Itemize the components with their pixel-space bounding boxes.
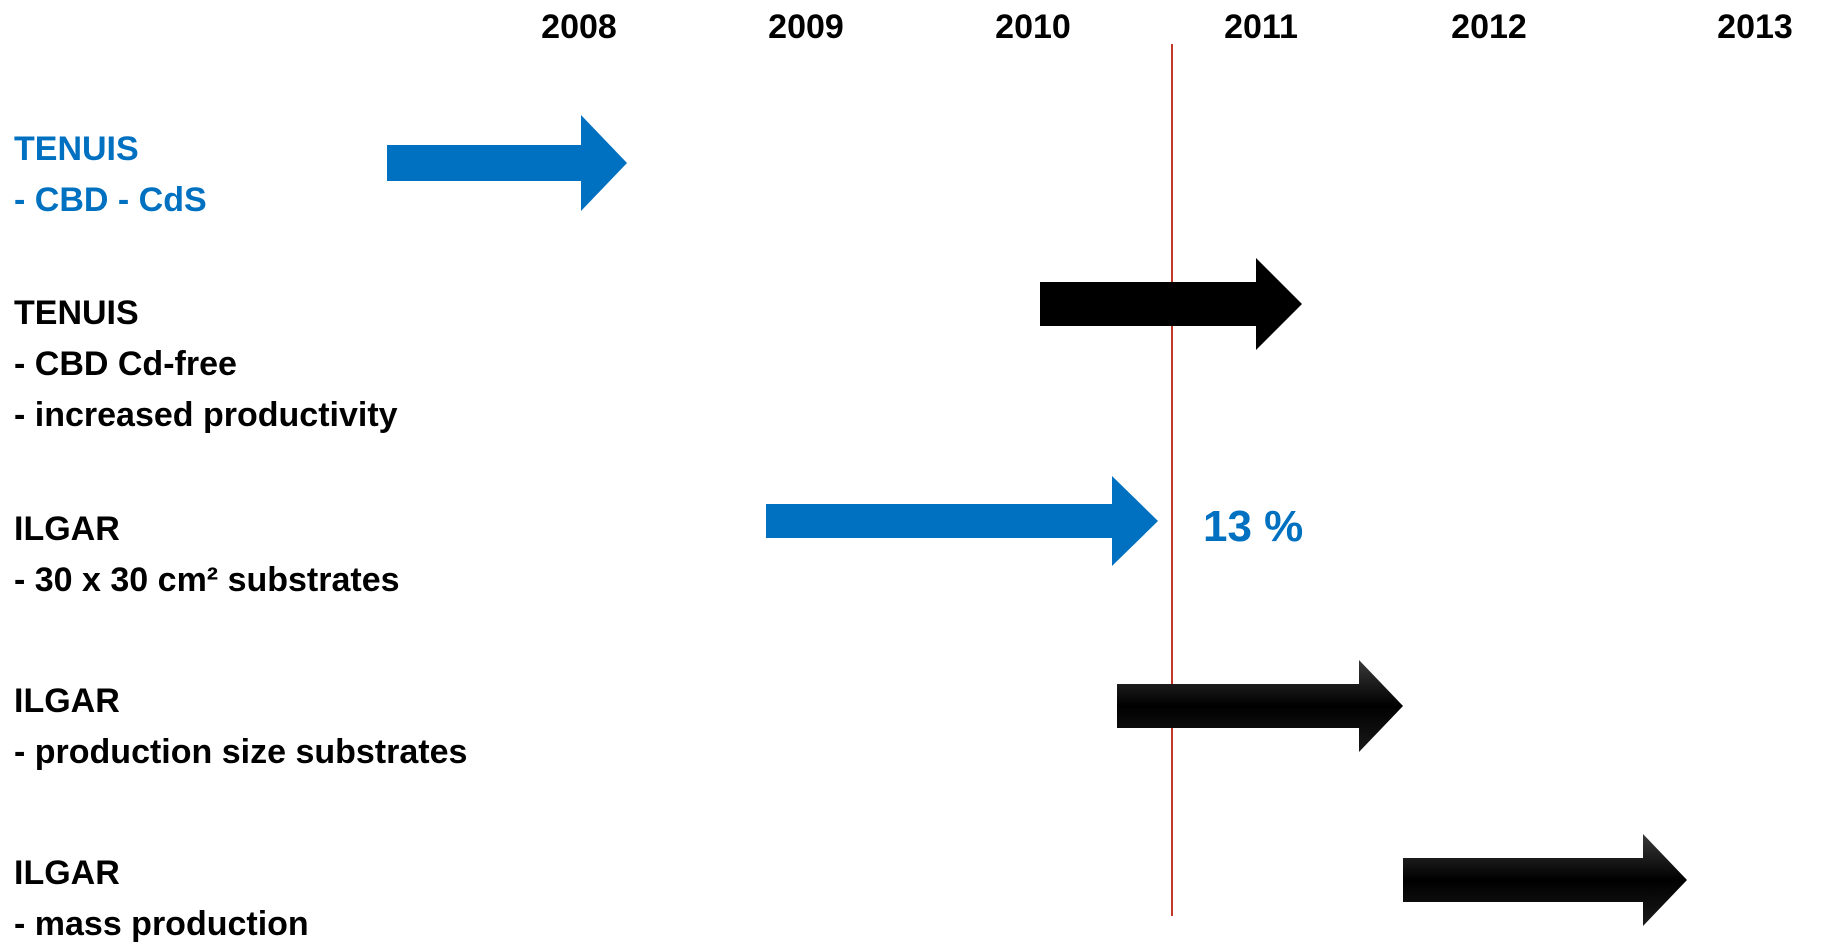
row-item: - production size substrates: [14, 733, 468, 771]
efficiency-note: 13 %: [1203, 502, 1304, 551]
row-title: TENUIS: [14, 130, 139, 168]
row-label-ilgar-production-size: ILGAR - production size substrates: [14, 676, 467, 778]
timeline-arrow-tenuis-cbd-cds: [387, 115, 627, 211]
row-item: - increased productivity: [14, 396, 398, 434]
timeline-arrow-tenuis-cd-free: [1040, 258, 1302, 350]
row-label-ilgar-30x30: ILGAR - 30 x 30 cm² substrates: [14, 504, 400, 606]
row-title: ILGAR: [14, 510, 120, 548]
year-label-2012: 2012: [1451, 8, 1527, 46]
year-label-2011: 2011: [1224, 8, 1298, 46]
row-item: - CBD - CdS: [14, 181, 207, 219]
timeline-arrow-ilgar-30x30: [766, 476, 1158, 566]
timeline-arrow-ilgar-mass-production: [1403, 834, 1687, 926]
row-item: - mass production: [14, 905, 309, 943]
year-label-2013: 2013: [1717, 8, 1793, 46]
row-title: TENUIS: [14, 294, 139, 332]
row-label-ilgar-mass-production: ILGAR - mass production: [14, 848, 309, 950]
row-title: ILGAR: [14, 854, 120, 892]
year-label-2008: 2008: [541, 8, 617, 46]
year-label-2009: 2009: [768, 8, 844, 46]
year-label-2010: 2010: [995, 8, 1071, 46]
current-date-marker-line: [1171, 44, 1173, 916]
row-label-tenuis-cbd-cds: TENUIS - CBD - CdS: [14, 124, 207, 226]
row-item: - CBD Cd-free: [14, 345, 237, 383]
row-title: ILGAR: [14, 682, 120, 720]
row-item: - 30 x 30 cm² substrates: [14, 561, 400, 599]
row-label-tenuis-cd-free: TENUIS - CBD Cd-free - increased product…: [14, 288, 398, 441]
timeline-arrow-ilgar-production-size: [1117, 660, 1403, 752]
